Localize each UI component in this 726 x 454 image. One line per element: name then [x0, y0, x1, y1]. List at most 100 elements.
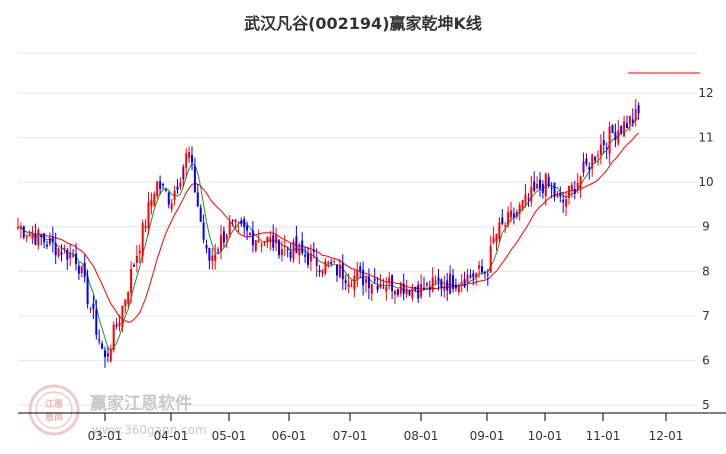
- candle-body: [312, 249, 315, 252]
- candle-body: [173, 190, 176, 201]
- y-tick-label: 11: [698, 131, 713, 145]
- candle-body: [34, 233, 37, 245]
- candle-body: [202, 222, 205, 240]
- candle-body: [144, 226, 147, 228]
- candle-body: [249, 233, 251, 236]
- candle-body: [620, 125, 623, 133]
- candle-body: [478, 265, 481, 269]
- candle-body: [272, 235, 275, 248]
- candle-body: [51, 236, 54, 242]
- y-tick-label: 9: [702, 220, 710, 234]
- candle-body: [594, 156, 597, 161]
- candle-body: [124, 299, 127, 307]
- candle-body: [283, 245, 286, 247]
- candle-body: [251, 230, 254, 246]
- x-tick-label: 11-01: [586, 429, 621, 443]
- candle-body: [220, 235, 222, 252]
- candle-body: [156, 181, 159, 197]
- candle-body: [266, 237, 269, 243]
- watermark-stamp-bottom: 恩尚: [45, 411, 63, 423]
- candle-body: [501, 217, 504, 225]
- candle-body: [341, 263, 344, 280]
- candle-body: [72, 255, 75, 257]
- candle-body: [309, 252, 312, 262]
- candle-body: [162, 183, 164, 186]
- candle-body: [402, 283, 405, 295]
- candle-body: [185, 153, 188, 168]
- candle-body: [92, 303, 95, 309]
- grid-lines: [18, 52, 697, 406]
- candle-body: [164, 189, 167, 191]
- candle-body: [553, 182, 556, 197]
- candle-body: [353, 275, 356, 290]
- watermark-name: 赢家江恩软件: [90, 393, 192, 414]
- candle-body: [530, 186, 533, 202]
- candle-body: [101, 343, 104, 349]
- candle-body: [515, 212, 518, 217]
- candle-body: [147, 202, 150, 229]
- candle-body: [344, 280, 347, 284]
- candle-body: [234, 219, 237, 223]
- candle-body: [420, 283, 423, 297]
- candle-body: [498, 222, 501, 240]
- candle-body: [25, 236, 28, 238]
- candle-body: [550, 187, 553, 189]
- candle-body: [370, 284, 373, 294]
- candle-body: [191, 155, 193, 163]
- candle-body: [512, 213, 515, 217]
- watermark-stamp-icon: 江恩 恩尚: [28, 384, 80, 436]
- candle-body: [66, 249, 69, 260]
- x-tick-label: 06-01: [272, 429, 307, 443]
- candle-body: [379, 284, 382, 288]
- candle-body: [95, 309, 98, 335]
- candle-body: [481, 266, 483, 273]
- candle-body: [243, 219, 246, 228]
- candle-body: [576, 183, 579, 189]
- candle-body: [298, 246, 301, 256]
- candle-body: [634, 109, 637, 121]
- y-tick-label: 6: [702, 353, 710, 367]
- candle-body: [43, 233, 46, 243]
- candle-body: [176, 186, 179, 190]
- candle-body: [240, 220, 243, 225]
- candle-body: [623, 121, 626, 137]
- candle-body: [475, 273, 478, 278]
- candle-body: [167, 192, 170, 205]
- candle-body: [611, 125, 614, 134]
- candle-body: [260, 244, 263, 246]
- candle-body: [19, 227, 22, 229]
- x-tick-label: 10-01: [528, 429, 563, 443]
- candle-body: [608, 126, 611, 154]
- candle-body: [170, 203, 173, 210]
- candle-body: [289, 251, 292, 258]
- candle-body: [37, 229, 40, 246]
- candle-body: [396, 289, 399, 295]
- candle-body: [280, 249, 283, 256]
- candle-body: [228, 221, 231, 235]
- candle-body: [205, 245, 208, 249]
- candle-body: [196, 192, 199, 207]
- candle-body: [533, 181, 536, 191]
- candle-body: [225, 235, 228, 240]
- candle-body: [454, 284, 457, 289]
- candle-body: [423, 287, 425, 290]
- candle-body: [28, 233, 31, 237]
- candle-body: [457, 285, 460, 293]
- candle-body: [307, 253, 309, 265]
- candle-body: [599, 144, 602, 155]
- candle-body: [31, 234, 34, 239]
- candle-body: [492, 237, 495, 243]
- candle-body: [301, 240, 304, 254]
- candle-body: [469, 275, 472, 277]
- y-tick-label: 8: [702, 264, 710, 278]
- candle-body: [417, 284, 420, 299]
- candle-body: [376, 285, 379, 290]
- candle-body: [182, 167, 185, 180]
- x-tick-label: 08-01: [404, 429, 439, 443]
- candle-body: [69, 253, 72, 259]
- candle-body: [222, 231, 225, 243]
- candle-body: [489, 246, 492, 273]
- candle-body: [367, 276, 370, 289]
- candle-body: [22, 226, 25, 238]
